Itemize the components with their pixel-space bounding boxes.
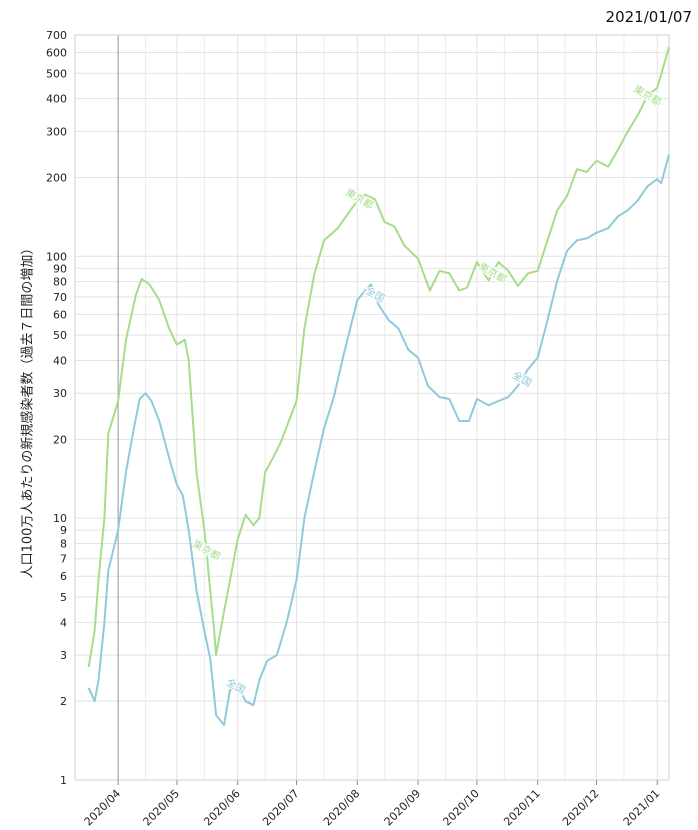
y-tick-label: 70 xyxy=(53,291,67,304)
x-tick-label: 2020/04 xyxy=(82,787,124,829)
current-date: 2021/01/07 xyxy=(605,8,692,26)
y-tick-label: 60 xyxy=(53,308,67,321)
x-tick-label: 2020/06 xyxy=(201,787,243,829)
series-line-0 xyxy=(87,46,670,668)
y-tick-label: 30 xyxy=(53,387,67,400)
y-tick-label: 2 xyxy=(60,695,67,708)
y-tick-label: 9 xyxy=(60,524,67,537)
y-tick-label: 7 xyxy=(60,553,67,566)
series-label: 東京都 xyxy=(631,82,663,108)
y-tick-label: 40 xyxy=(53,354,67,367)
y-tick-label: 1 xyxy=(60,774,67,787)
series-label: 全国 xyxy=(510,368,534,389)
y-tick-label: 90 xyxy=(53,262,67,275)
x-tick-label: 2020/11 xyxy=(501,787,543,829)
series-label: 東京都 xyxy=(343,186,375,212)
y-tick-label: 100 xyxy=(46,250,67,263)
x-tick-label: 2020/12 xyxy=(560,787,602,829)
y-tick-label: 600 xyxy=(46,47,67,60)
series-line-1 xyxy=(87,154,670,727)
y-tick-label: 200 xyxy=(46,171,67,184)
x-tick-label: 2020/09 xyxy=(382,787,424,829)
y-tick-label: 400 xyxy=(46,93,67,106)
y-tick-label: 8 xyxy=(60,538,67,551)
x-tick-label: 2021/01 xyxy=(621,787,663,829)
y-tick-label: 50 xyxy=(53,329,67,342)
y-tick-label: 3 xyxy=(60,649,67,662)
x-tick-label: 2020/08 xyxy=(321,787,363,829)
x-tick-label: 2020/05 xyxy=(141,787,183,829)
y-tick-label: 80 xyxy=(53,276,67,289)
x-tick-label: 2020/07 xyxy=(260,787,302,829)
x-tick-label: 2020/10 xyxy=(440,787,482,829)
y-tick-label: 6 xyxy=(60,570,67,583)
y-tick-label: 10 xyxy=(53,512,67,525)
y-tick-label: 5 xyxy=(60,591,67,604)
plot-frame xyxy=(74,34,670,781)
y-tick-label: 500 xyxy=(46,67,67,80)
series-label: 全国 xyxy=(363,284,387,305)
y-tick-label: 4 xyxy=(60,616,67,629)
series-label: 全国 xyxy=(224,675,248,696)
y-tick-label: 700 xyxy=(46,29,67,42)
y-tick-label: 20 xyxy=(53,433,67,446)
y-tick-label: 300 xyxy=(46,125,67,138)
